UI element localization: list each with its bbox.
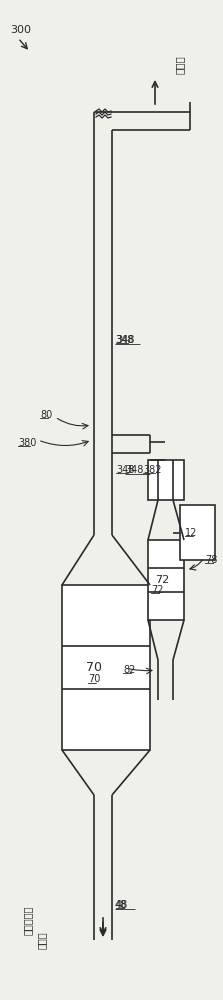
Bar (148, 540, 184, 620)
Text: 48: 48 (116, 900, 128, 910)
Text: 78: 78 (205, 555, 217, 565)
Text: 348: 348 (125, 465, 143, 475)
Text: 至尾管: 至尾管 (175, 56, 185, 74)
Bar (148, 460, 184, 500)
Text: 70: 70 (88, 674, 100, 684)
Text: 的排气: 的排气 (37, 931, 47, 949)
Text: 348: 348 (116, 335, 134, 345)
Text: 48: 48 (115, 900, 127, 910)
Text: 来自发动机: 来自发动机 (23, 905, 33, 935)
Text: 348: 348 (115, 335, 133, 345)
Text: 80: 80 (40, 410, 52, 420)
Text: 82: 82 (123, 665, 135, 675)
Text: 12: 12 (185, 528, 197, 538)
Text: 72: 72 (151, 585, 163, 595)
Text: 348: 348 (116, 465, 134, 475)
Text: 382: 382 (143, 465, 161, 475)
Text: 70: 70 (86, 661, 102, 674)
Text: 300: 300 (10, 25, 31, 35)
Text: 380: 380 (18, 438, 36, 448)
Bar (180, 505, 215, 560)
Text: 72: 72 (155, 575, 169, 585)
Bar (62, 585, 150, 750)
